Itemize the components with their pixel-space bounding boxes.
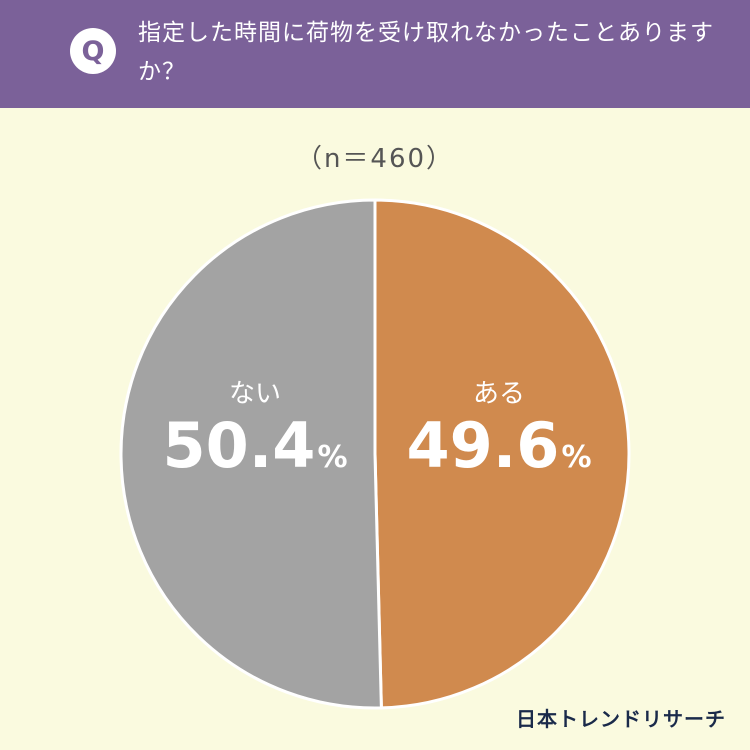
slice-name-aru: ある bbox=[472, 379, 525, 409]
slice-value-aru-unit: % bbox=[561, 440, 592, 475]
slice-value-aru-number: 49.6 bbox=[406, 409, 560, 482]
sample-size: （n＝460） bbox=[295, 144, 455, 174]
slice-label-aru: ある 49.6% bbox=[389, 378, 609, 494]
brand-logo: 日本トレンドリサーチ bbox=[516, 707, 726, 731]
question-header: Q 指定した時間に荷物を受け取れなかったことありますか？ bbox=[0, 0, 750, 108]
q-badge: Q bbox=[70, 28, 116, 74]
slice-value-aru: 49.6% bbox=[389, 410, 609, 494]
pie-slice-aru bbox=[373, 198, 631, 710]
question-text: 指定した時間に荷物を受け取れなかったことありますか？ bbox=[138, 20, 714, 85]
slice-value-nai-unit: % bbox=[317, 440, 348, 475]
slice-value-nai: 50.4% bbox=[145, 410, 365, 494]
slice-label-nai: ない 50.4% bbox=[145, 378, 365, 494]
pie-slice-nai bbox=[119, 198, 383, 710]
slice-name-nai: ない bbox=[228, 379, 281, 409]
slice-value-nai-number: 50.4 bbox=[162, 409, 316, 482]
